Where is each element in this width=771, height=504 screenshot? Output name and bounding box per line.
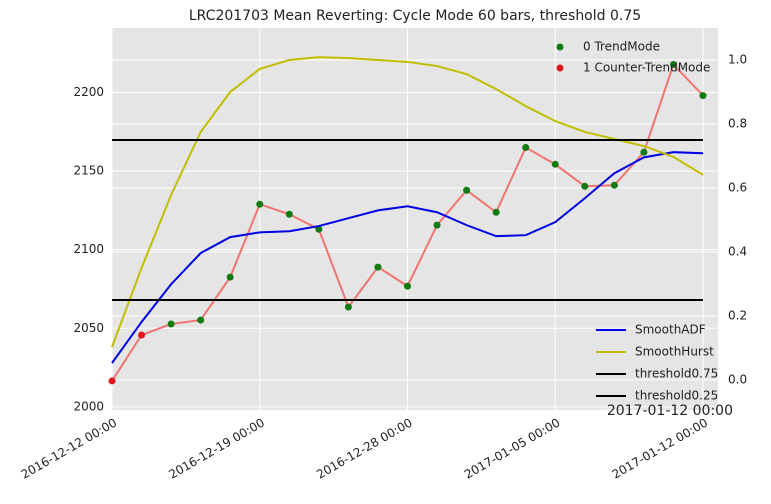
point: [108, 377, 116, 385]
legend-label: SmoothHurst: [635, 345, 714, 359]
y2-tick-label: 0.6: [728, 180, 747, 194]
x-tick-label: 2016-12-12 00:00: [19, 416, 120, 482]
point: [610, 181, 618, 189]
point: [256, 200, 264, 208]
x-tick-label: 2016-12-19 00:00: [166, 416, 267, 482]
legend-label: threshold0.75: [635, 367, 718, 381]
x-tick-label: 2017-01-12 00:00: [610, 416, 711, 482]
series-line: [111, 151, 704, 364]
y-tick-label: 2000: [73, 399, 104, 413]
point: [699, 92, 707, 100]
point: [138, 331, 146, 339]
plot-background: [112, 28, 718, 410]
series-line: [111, 56, 704, 348]
point: [669, 60, 677, 68]
legend-marker: [556, 64, 564, 72]
y2-tick-label: 0.8: [728, 116, 747, 130]
y-tick-label: 2150: [73, 164, 104, 178]
point: [433, 221, 441, 229]
y-tick-label: 2200: [73, 85, 104, 99]
legend-label: 0 TrendMode: [583, 40, 660, 54]
legend-label: 1 Counter-TrendMode: [583, 61, 710, 75]
point: [551, 160, 559, 168]
point: [167, 320, 175, 328]
annotation: 2017-01-12 00:00: [607, 403, 733, 419]
point: [285, 210, 293, 218]
point: [226, 273, 234, 281]
point: [404, 282, 411, 290]
x-tick-label: 2016-12-28 00:00: [314, 416, 415, 482]
point: [315, 225, 323, 233]
y-tick-label: 2100: [73, 242, 104, 256]
point: [463, 186, 471, 194]
y-tick-label: 2050: [73, 321, 104, 335]
y2-tick-label: 1.0: [728, 52, 747, 66]
y2-tick-label: 0.2: [728, 308, 747, 322]
y2-tick-label: 0.4: [728, 244, 747, 258]
point: [374, 263, 382, 271]
point: [640, 148, 648, 156]
point: [522, 143, 530, 151]
y2-tick-label: 0.0: [728, 372, 747, 386]
point: [581, 182, 589, 190]
x-tick-label: 2017-01-05 00:00: [462, 416, 563, 482]
point: [492, 208, 500, 216]
legend-label: SmoothADF: [635, 323, 706, 337]
point: [344, 303, 352, 311]
point: [197, 316, 205, 324]
legend-label: threshold0.25: [635, 389, 718, 403]
chart-title: LRC201703 Mean Reverting: Cycle Mode 60 …: [189, 8, 641, 24]
legend-marker: [556, 43, 564, 51]
